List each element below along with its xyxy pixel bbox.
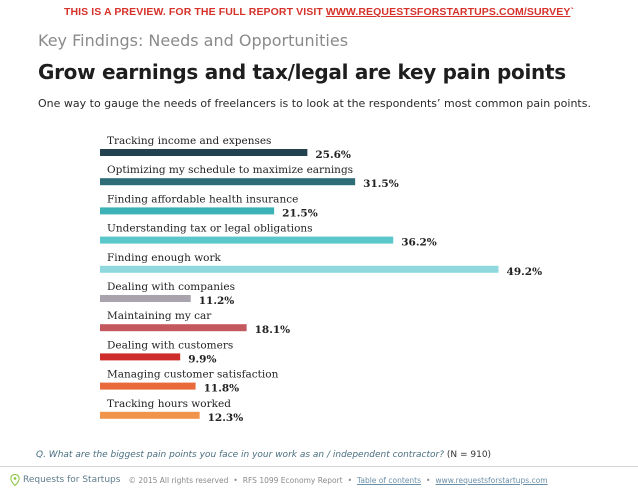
footer-divider <box>0 466 638 467</box>
bar-category-label: Finding enough work <box>107 252 222 264</box>
bar-category-label: Dealing with customers <box>107 339 233 351</box>
footer-website-link[interactable]: www.requestsforstartups.com <box>435 475 548 485</box>
banner-suffix: ` <box>570 6 575 18</box>
bar-value-label: 21.5% <box>282 207 318 219</box>
intro-text: One way to gauge the needs of freelancer… <box>38 97 591 110</box>
bar <box>100 411 200 419</box>
bar <box>100 178 356 186</box>
location-pin-icon <box>10 474 20 486</box>
bar <box>100 236 394 244</box>
bar <box>100 295 191 302</box>
footer-separator: • <box>233 475 238 485</box>
bar <box>100 207 275 215</box>
bar-value-label: 9.9% <box>188 353 216 365</box>
footer-brand: Requests for Startups <box>10 474 120 486</box>
preview-banner: THIS IS A PREVIEW. FOR THE FULL REPORT V… <box>0 6 638 18</box>
footer-report-name: RFS 1099 Economy Report <box>242 475 343 485</box>
bar-value-label: 11.2% <box>199 295 235 307</box>
footer-toc-link[interactable]: Table of contents <box>357 475 422 485</box>
bar-category-label: Tracking income and expenses <box>107 135 271 147</box>
pain-points-bar-chart: Tracking income and expenses 25.6% Optimiz… <box>100 135 543 424</box>
bar-value-label: 12.3% <box>208 412 244 424</box>
footer-copyright: © 2015 All rights reserved <box>128 475 229 485</box>
bar-category-label: Managing customer satisfaction <box>107 369 279 381</box>
bar-value-label: 36.2% <box>401 237 437 249</box>
bar-category-label: Understanding tax or legal obligations <box>107 223 313 235</box>
bar-value-label: 25.6% <box>315 149 351 161</box>
page-title: Grow earnings and tax/legal are key pain… <box>38 60 566 84</box>
question-text: Q. What are the biggest pain points you … <box>36 450 444 460</box>
banner-survey-link[interactable]: WWW.REQUESTSFORSTARTUPS.COM/SURVEY <box>325 6 571 18</box>
bar-value-label: 31.5% <box>363 178 399 190</box>
bar-value-label: 49.2% <box>507 266 543 278</box>
footer-brand-name: Requests for Startups <box>23 475 121 485</box>
section-subtitle: Key Findings: Needs and Opportunities <box>38 31 349 50</box>
banner-prefix: THIS IS A PREVIEW. FOR THE FULL REPORT V… <box>63 6 326 18</box>
bar-category-label: Maintaining my car <box>107 310 212 322</box>
footer: Requests for Startups © 2015 All rights … <box>10 474 548 486</box>
bar <box>100 265 499 273</box>
bar-category-label: Optimizing my schedule to maximize earni… <box>107 164 353 176</box>
bar-category-label: Tracking hours worked <box>107 398 231 410</box>
bar <box>100 324 247 332</box>
bar-value-label: 18.1% <box>255 324 291 336</box>
bar <box>100 382 196 390</box>
bar-category-label: Finding affordable health insurance <box>107 193 298 205</box>
footer-separator: • <box>426 475 431 485</box>
bar-category-label: Dealing with companies <box>107 281 235 293</box>
bar-value-label: 11.8% <box>204 383 240 395</box>
bar <box>100 353 181 361</box>
footer-separator: • <box>347 475 353 485</box>
survey-question: Q. What are the biggest pain points you … <box>36 450 491 460</box>
bar <box>100 149 308 156</box>
sample-size: (N = 910) <box>446 450 492 460</box>
